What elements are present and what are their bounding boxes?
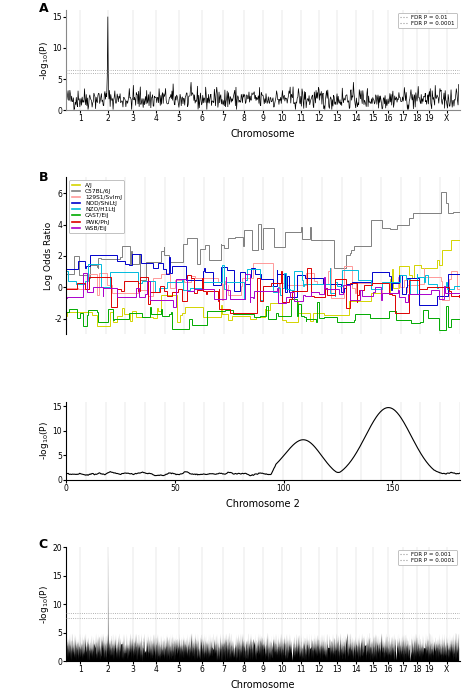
X-axis label: Chromosome: Chromosome — [231, 129, 295, 139]
Y-axis label: -log$_{10}$(P): -log$_{10}$(P) — [38, 41, 51, 80]
Y-axis label: -log$_{10}$(P): -log$_{10}$(P) — [38, 421, 51, 460]
X-axis label: Chromosome: Chromosome — [231, 680, 295, 690]
Text: A: A — [39, 3, 48, 15]
Y-axis label: Log Odds Ratio: Log Odds Ratio — [44, 222, 53, 290]
Legend: FDR P = 0.001, FDR P = 0.0001: FDR P = 0.001, FDR P = 0.0001 — [398, 550, 457, 565]
Text: B: B — [39, 171, 48, 184]
Legend: FDR P = 0.01, FDR P = 0.0001: FDR P = 0.01, FDR P = 0.0001 — [398, 13, 457, 29]
X-axis label: Chromosome 2: Chromosome 2 — [226, 498, 300, 509]
Text: C: C — [39, 538, 48, 551]
Y-axis label: -log$_{10}$(P): -log$_{10}$(P) — [38, 585, 51, 624]
Legend: A/J, C57BL/6J, 129S1/SvImJ, NOD/ShiLtJ, NZO/H1LtJ, CAST/EiJ, PWK/PhJ, WSB/EiJ: A/J, C57BL/6J, 129S1/SvImJ, NOD/ShiLtJ, … — [69, 180, 124, 233]
